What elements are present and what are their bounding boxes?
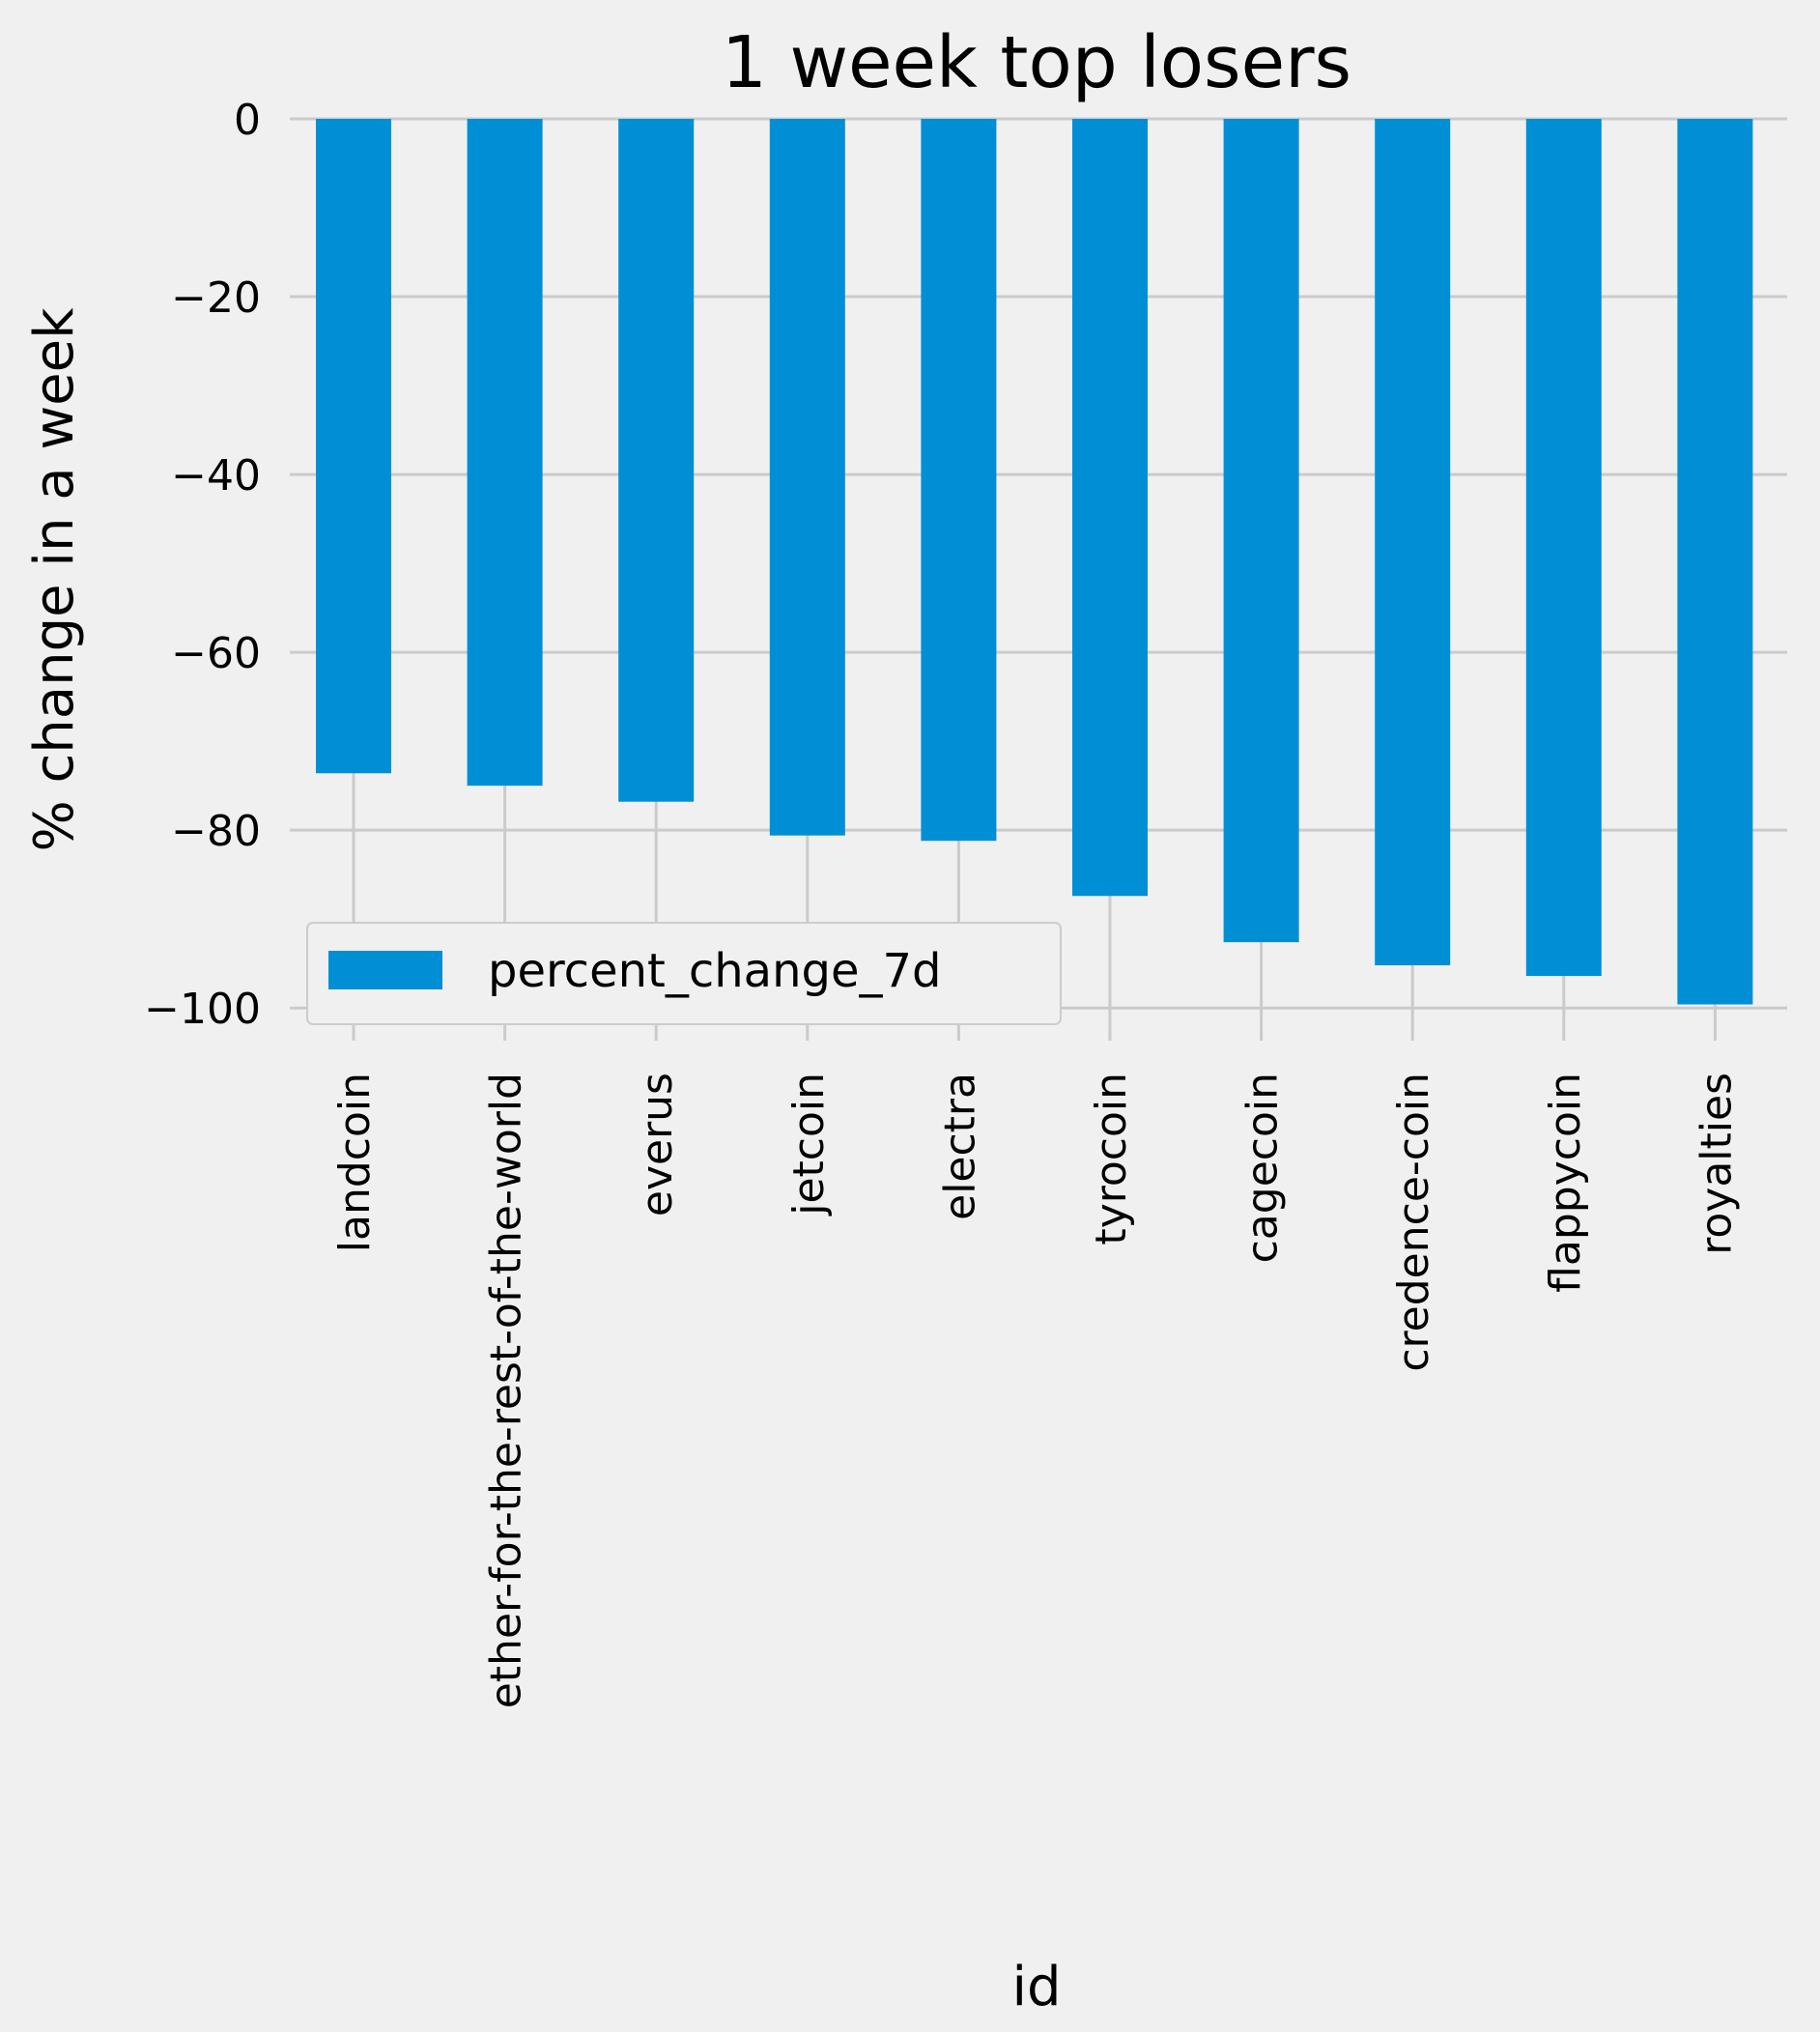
legend-swatch (328, 951, 442, 989)
y-tick-label: −60 (171, 629, 261, 678)
legend-box (306, 922, 1062, 1025)
bar-credence-coin (1375, 119, 1451, 966)
y-axis-title: % change in a week (23, 307, 86, 852)
legend-label: percent_change_7d (488, 944, 942, 998)
bar-landcoin (316, 119, 391, 774)
y-tick-label: −20 (171, 273, 261, 323)
x-tick-label: jetcoin (784, 1073, 834, 1216)
y-tick-label: −80 (171, 807, 261, 856)
y-tick-label: 0 (234, 96, 261, 145)
x-tick-label: flappycoin (1541, 1073, 1590, 1293)
x-tick-label: everus (633, 1073, 682, 1216)
bar-cagecoin (1223, 119, 1299, 943)
x-tick-label: tyrocoin (1087, 1073, 1136, 1245)
bars (316, 119, 1753, 1005)
x-tick-label: landcoin (330, 1073, 380, 1252)
bar-tyrocoin (1072, 119, 1148, 897)
bar-ether-for-the-rest-of-the-world (467, 119, 543, 787)
chart-title: 1 week top losers (722, 21, 1351, 104)
x-tick-label: royalties (1692, 1073, 1741, 1255)
legend: percent_change_7d (306, 922, 1062, 1025)
y-tick-labels: 0 −20 −40 −60 −80 −100 (144, 96, 261, 1034)
x-tick-label: electra (935, 1073, 984, 1220)
x-tick-label: ether-for-the-rest-of-the-world (482, 1073, 531, 1708)
y-tick-label: −100 (144, 985, 261, 1034)
bar-royalties (1677, 119, 1753, 1005)
x-tick-label: credence-coin (1389, 1073, 1438, 1372)
bar-everus (618, 119, 695, 802)
y-tick-label: −40 (171, 451, 261, 501)
x-tick-labels: landcoin ether-for-the-rest-of-the-world e… (330, 1073, 1741, 1708)
x-tick-label: cagecoin (1238, 1073, 1288, 1263)
bar-electra (921, 119, 997, 842)
x-axis-title: id (1011, 1956, 1061, 2018)
bar-flappycoin (1525, 119, 1602, 977)
bar-jetcoin (769, 119, 845, 836)
